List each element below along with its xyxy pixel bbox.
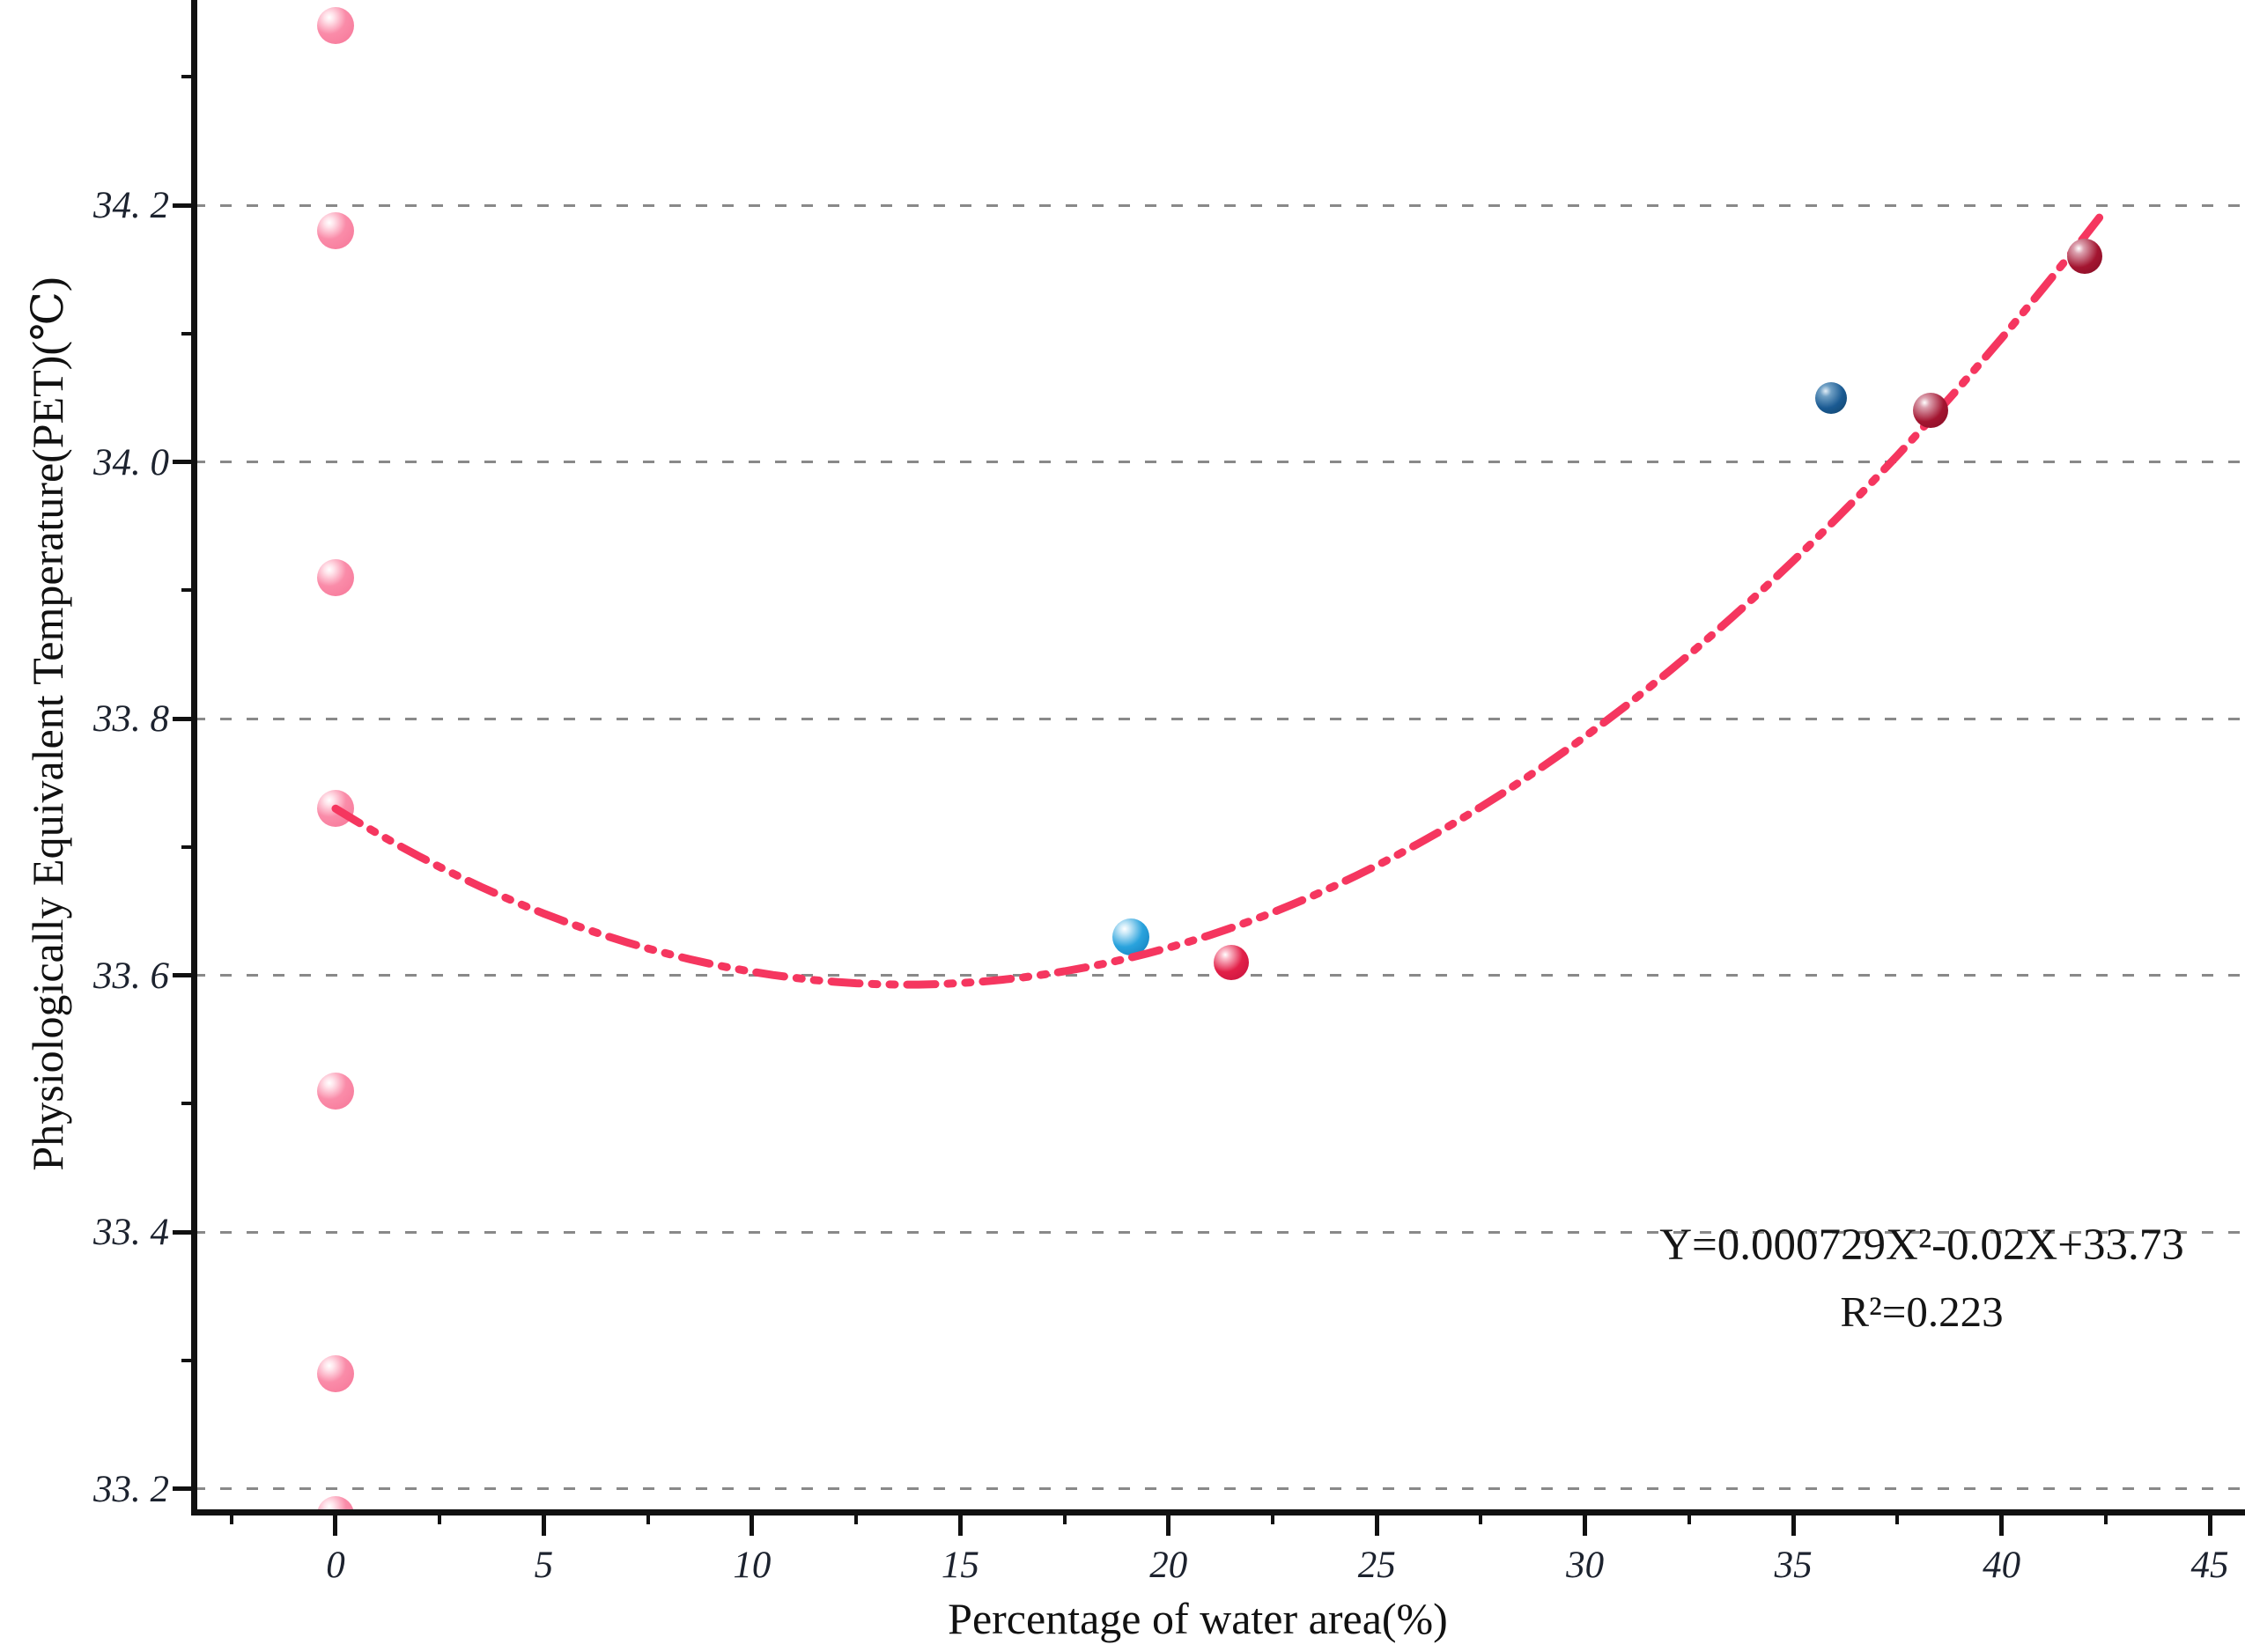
x-minor-tick (1479, 1512, 1483, 1524)
fit-curve (331, 205, 2110, 989)
x-tick-label: 35 (1774, 1545, 1813, 1586)
x-tick-label: 30 (1566, 1545, 1605, 1586)
x-major-tick (1791, 1512, 1796, 1536)
x-minor-tick (1895, 1512, 1900, 1524)
x-tick-label: 0 (326, 1545, 345, 1586)
x-minor-tick (1062, 1512, 1067, 1524)
x-minor-tick (646, 1512, 650, 1524)
x-major-tick (1166, 1512, 1171, 1536)
x-tick-label: 25 (1357, 1545, 1396, 1586)
x-major-tick (1999, 1512, 2005, 1536)
x-axis-title: Percentage of water area(%) (948, 1594, 1448, 1643)
x-major-tick (333, 1512, 338, 1536)
x-tick-label: 45 (2190, 1545, 2229, 1586)
x-minor-tick (2103, 1512, 2108, 1524)
x-minor-tick (854, 1512, 859, 1524)
x-major-tick (750, 1512, 755, 1536)
x-major-tick (1374, 1512, 1379, 1536)
x-minor-tick (1271, 1512, 1274, 1524)
x-minor-tick (229, 1512, 233, 1524)
x-tick-label: 5 (534, 1545, 554, 1586)
x-minor-tick (1687, 1512, 1691, 1524)
x-major-tick (2207, 1512, 2212, 1536)
r-squared-text: R²=0.223 (1840, 1287, 2004, 1336)
x-tick-label: 10 (733, 1545, 772, 1586)
fit-equation-annotation: Y=0.000729X²-0.02X+33.73 R²=0.223 (1605, 1219, 2239, 1339)
equation-text: Y=0.000729X²-0.02X+33.73 (1659, 1221, 2184, 1270)
x-tick-label: 15 (941, 1545, 979, 1586)
x-major-tick (1583, 1512, 1588, 1536)
x-minor-tick (438, 1512, 442, 1524)
y-axis-title: Physiologically Equivalent Temperature(P… (23, 277, 72, 1171)
x-major-tick (957, 1512, 963, 1536)
x-major-tick (541, 1512, 546, 1536)
x-tick-label: 20 (1149, 1545, 1188, 1586)
x-tick-label: 40 (1983, 1545, 2021, 1586)
